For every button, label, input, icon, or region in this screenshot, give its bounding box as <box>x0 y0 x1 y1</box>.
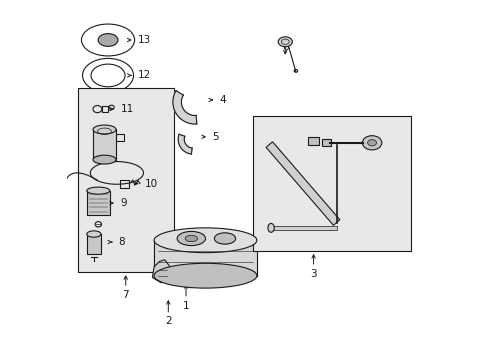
Ellipse shape <box>214 233 235 244</box>
Bar <box>86 191 110 215</box>
Ellipse shape <box>278 37 292 47</box>
Polygon shape <box>173 91 196 124</box>
Ellipse shape <box>154 228 256 253</box>
Bar <box>86 234 101 253</box>
Polygon shape <box>152 260 170 283</box>
Ellipse shape <box>185 235 197 242</box>
Polygon shape <box>265 142 339 225</box>
Polygon shape <box>270 226 336 230</box>
Text: 8: 8 <box>119 237 125 247</box>
Text: 3: 3 <box>310 269 316 279</box>
Text: 7: 7 <box>122 290 129 300</box>
Text: 11: 11 <box>120 104 133 114</box>
Ellipse shape <box>367 140 376 146</box>
Text: 9: 9 <box>120 198 127 208</box>
Text: 4: 4 <box>219 95 226 105</box>
Ellipse shape <box>86 231 101 237</box>
Bar <box>116 134 123 141</box>
Ellipse shape <box>362 136 381 150</box>
Bar <box>93 130 116 159</box>
Ellipse shape <box>267 224 274 232</box>
Text: 6: 6 <box>282 42 288 52</box>
Text: 12: 12 <box>138 71 151 80</box>
Bar <box>78 88 173 272</box>
Polygon shape <box>154 240 256 276</box>
Polygon shape <box>178 134 192 154</box>
Text: 10: 10 <box>145 179 158 189</box>
Text: 2: 2 <box>164 316 171 327</box>
Bar <box>253 116 410 251</box>
Ellipse shape <box>93 155 116 164</box>
Ellipse shape <box>177 231 205 246</box>
Text: 13: 13 <box>138 35 151 45</box>
Bar <box>102 106 108 112</box>
Bar <box>307 137 318 145</box>
Ellipse shape <box>93 125 116 134</box>
Bar <box>322 139 331 146</box>
Ellipse shape <box>98 33 118 46</box>
Ellipse shape <box>86 187 110 194</box>
Bar <box>120 180 129 188</box>
Text: 5: 5 <box>212 132 219 142</box>
Text: 1: 1 <box>183 301 189 311</box>
Ellipse shape <box>154 263 256 288</box>
